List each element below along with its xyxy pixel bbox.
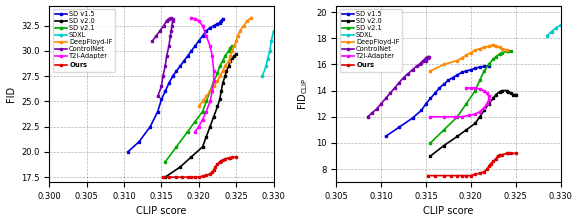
Legend: SD v1.5, SD v2.0, SD v2.1, SDXL, DeepFloyd-IF, ControlNet, T2I-Adapter, $\bf{Our: SD v1.5, SD v2.0, SD v2.1, SDXL, DeepFlo… xyxy=(340,9,402,71)
X-axis label: CLIP score: CLIP score xyxy=(423,206,473,216)
X-axis label: CLIP score: CLIP score xyxy=(136,206,187,216)
Y-axis label: FID: FID xyxy=(6,86,16,102)
Legend: SD v1.5, SD v2.0, SD v2.1, SDXL, DeepFloyd-IF, ControlNet, T2I-Adapter, $\bf{Our: SD v1.5, SD v2.0, SD v2.1, SDXL, DeepFlo… xyxy=(53,9,114,71)
Y-axis label: FID$_{\rm CLIP}$: FID$_{\rm CLIP}$ xyxy=(297,78,310,110)
